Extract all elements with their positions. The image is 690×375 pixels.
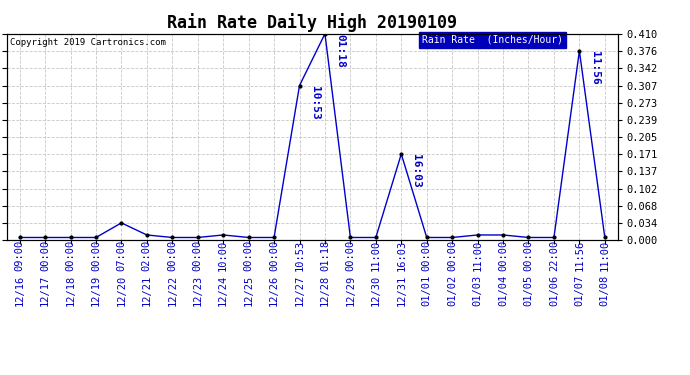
Text: 22:00: 22:00 xyxy=(549,240,559,272)
Text: 07:00: 07:00 xyxy=(117,240,126,272)
Text: 11:00: 11:00 xyxy=(473,240,482,272)
Text: 00:00: 00:00 xyxy=(422,240,432,272)
Text: 11:56: 11:56 xyxy=(574,240,584,272)
Text: 10:53: 10:53 xyxy=(295,240,304,272)
Text: 16:03: 16:03 xyxy=(396,240,406,272)
Text: 10:00: 10:00 xyxy=(218,240,228,272)
Text: 01:18: 01:18 xyxy=(320,240,330,272)
Text: 00:00: 00:00 xyxy=(498,240,508,272)
Text: 11:56: 11:56 xyxy=(589,51,600,85)
Text: 00:00: 00:00 xyxy=(66,240,75,272)
Text: 02:00: 02:00 xyxy=(142,240,152,272)
Text: 00:00: 00:00 xyxy=(524,240,533,272)
Text: 00:00: 00:00 xyxy=(193,240,203,272)
Text: 09:00: 09:00 xyxy=(14,240,25,272)
Text: 00:00: 00:00 xyxy=(40,240,50,272)
Text: 11:00: 11:00 xyxy=(371,240,381,272)
Text: Copyright 2019 Cartronics.com: Copyright 2019 Cartronics.com xyxy=(10,38,166,47)
Text: 01:18: 01:18 xyxy=(335,34,345,68)
Text: 11:00: 11:00 xyxy=(600,240,610,272)
Text: 00:00: 00:00 xyxy=(346,240,355,272)
Text: 00:00: 00:00 xyxy=(167,240,177,272)
Text: 00:00: 00:00 xyxy=(244,240,254,272)
Text: 16:03: 16:03 xyxy=(411,154,422,188)
Text: 00:00: 00:00 xyxy=(91,240,101,272)
Text: 10:53: 10:53 xyxy=(310,86,319,119)
Title: Rain Rate Daily High 20190109: Rain Rate Daily High 20190109 xyxy=(167,13,457,32)
Text: 00:00: 00:00 xyxy=(269,240,279,272)
Text: 00:00: 00:00 xyxy=(447,240,457,272)
Text: Rain Rate  (Inches/Hour): Rain Rate (Inches/Hour) xyxy=(422,35,563,45)
